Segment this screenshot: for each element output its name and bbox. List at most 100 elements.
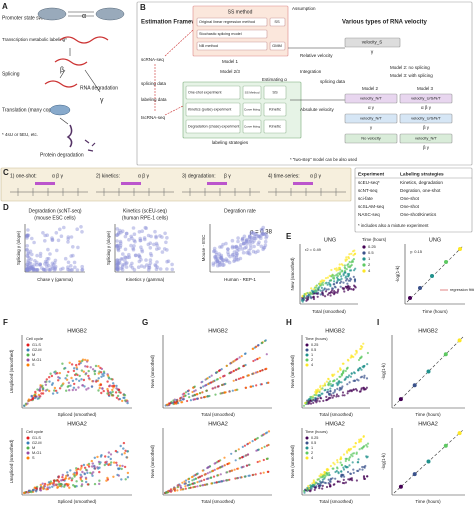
scatter-dot bbox=[123, 396, 126, 399]
scatter-dot bbox=[115, 233, 119, 237]
scatter-dot bbox=[252, 244, 256, 249]
scatter-dot bbox=[29, 266, 34, 271]
scatter-dot bbox=[326, 474, 330, 477]
scatter-dot bbox=[224, 259, 228, 263]
scatter-dot bbox=[342, 274, 345, 277]
scatter-dot bbox=[349, 277, 352, 280]
scatter-dot bbox=[123, 259, 127, 263]
scatter-dot bbox=[74, 388, 78, 391]
scatter-dot bbox=[259, 472, 262, 475]
scatter-dot bbox=[143, 237, 147, 242]
scatter-dot bbox=[330, 384, 333, 387]
scatter-dot bbox=[80, 475, 83, 478]
scatter-dot bbox=[98, 470, 101, 474]
scatter-dot bbox=[124, 231, 129, 236]
axis-label: Time (hours) bbox=[415, 412, 441, 417]
scatter-dot bbox=[124, 255, 128, 260]
scatter-dot bbox=[341, 394, 344, 397]
scatter-dot bbox=[71, 253, 75, 258]
scatter-dot bbox=[426, 369, 431, 374]
scatter-dot bbox=[48, 380, 51, 383]
table-cell: scEU-seq* bbox=[358, 180, 380, 185]
scatter-dot bbox=[321, 292, 324, 295]
scatter-dot bbox=[247, 237, 252, 241]
scatter-dot bbox=[192, 398, 195, 401]
scatter-dot bbox=[93, 482, 97, 486]
scatter-dot bbox=[305, 363, 309, 367]
scatter-dot bbox=[321, 387, 324, 390]
label: velocity_S bbox=[362, 40, 383, 45]
scatter-dot bbox=[138, 236, 142, 241]
scatter-dot bbox=[336, 370, 340, 373]
scatter-dot bbox=[40, 392, 43, 395]
panel-label: D bbox=[3, 203, 9, 212]
gene-on bbox=[95, 7, 125, 21]
scatter-dot bbox=[32, 489, 35, 492]
scatter-dot bbox=[32, 263, 36, 267]
scatter-dot bbox=[226, 250, 230, 255]
scatter-dot bbox=[50, 383, 54, 386]
label: splicing data bbox=[141, 81, 167, 86]
scatter-dot bbox=[25, 234, 30, 238]
panel-label: H bbox=[286, 318, 292, 327]
scatter-dot bbox=[224, 257, 228, 262]
scatter-dot bbox=[240, 247, 245, 251]
scatter-dot bbox=[249, 385, 253, 388]
scatter-dot bbox=[329, 485, 332, 488]
scatter-dot bbox=[242, 364, 245, 368]
table-cell: NASC-seq bbox=[358, 212, 380, 217]
legend-title: Cell cycle bbox=[26, 429, 44, 434]
scatter-dot bbox=[239, 476, 242, 479]
scatter-dot bbox=[262, 246, 266, 250]
scatter-dot bbox=[213, 468, 216, 471]
scatter-dot bbox=[72, 369, 76, 373]
scatter-dot bbox=[131, 246, 135, 251]
scatter-dot bbox=[169, 402, 172, 405]
scatter-dot bbox=[53, 267, 58, 271]
scatter-dot bbox=[232, 259, 236, 264]
scatter-dot bbox=[31, 266, 35, 271]
scatter-dot bbox=[38, 262, 42, 267]
scatter-dot bbox=[336, 291, 339, 294]
scatter-dot bbox=[317, 288, 320, 291]
rna-strand bbox=[44, 80, 78, 88]
scatter-dot bbox=[35, 253, 39, 258]
scatter-dot bbox=[132, 244, 136, 248]
scatter-dot bbox=[347, 376, 350, 379]
scatter-dot bbox=[362, 251, 366, 255]
scatter-dot bbox=[130, 266, 135, 270]
scatter-dot bbox=[218, 369, 221, 372]
scatter-dot bbox=[43, 482, 47, 486]
scatter-dot bbox=[346, 282, 349, 285]
scatter-dot bbox=[35, 260, 39, 265]
scatter-dot bbox=[121, 464, 124, 468]
scatter-dot bbox=[154, 234, 158, 239]
scatter-dot bbox=[138, 255, 142, 259]
plot-title: Degradation (scNT-seq) bbox=[28, 208, 81, 214]
axis-label: Total (smoothed) bbox=[201, 412, 235, 417]
scatter-dot bbox=[118, 241, 123, 245]
scatter-dot bbox=[225, 259, 230, 263]
scatter-dot bbox=[318, 283, 321, 286]
scatter-dot bbox=[87, 465, 91, 468]
scatter-dot bbox=[321, 289, 324, 292]
scatter-dot bbox=[86, 365, 89, 368]
scatter-dot bbox=[238, 256, 243, 261]
scatter-dot bbox=[345, 450, 349, 453]
scatter-dot bbox=[125, 261, 129, 265]
scatter-dot bbox=[86, 471, 89, 475]
scatter-dot bbox=[235, 368, 238, 371]
legend-title: Time (hours) bbox=[305, 336, 328, 341]
panel-label: G bbox=[142, 318, 148, 327]
scatter-dot bbox=[323, 287, 326, 290]
scatter-dot bbox=[26, 251, 30, 256]
connector bbox=[164, 29, 194, 57]
scatter-dot bbox=[305, 343, 309, 347]
scatter-dot bbox=[342, 466, 345, 469]
scatter-dot bbox=[312, 297, 316, 301]
scatter-dot bbox=[213, 255, 217, 259]
scatter-dot bbox=[346, 272, 349, 276]
scatter-dot bbox=[305, 446, 309, 450]
greek: α bbox=[82, 13, 86, 20]
scatter-dot bbox=[111, 388, 114, 392]
